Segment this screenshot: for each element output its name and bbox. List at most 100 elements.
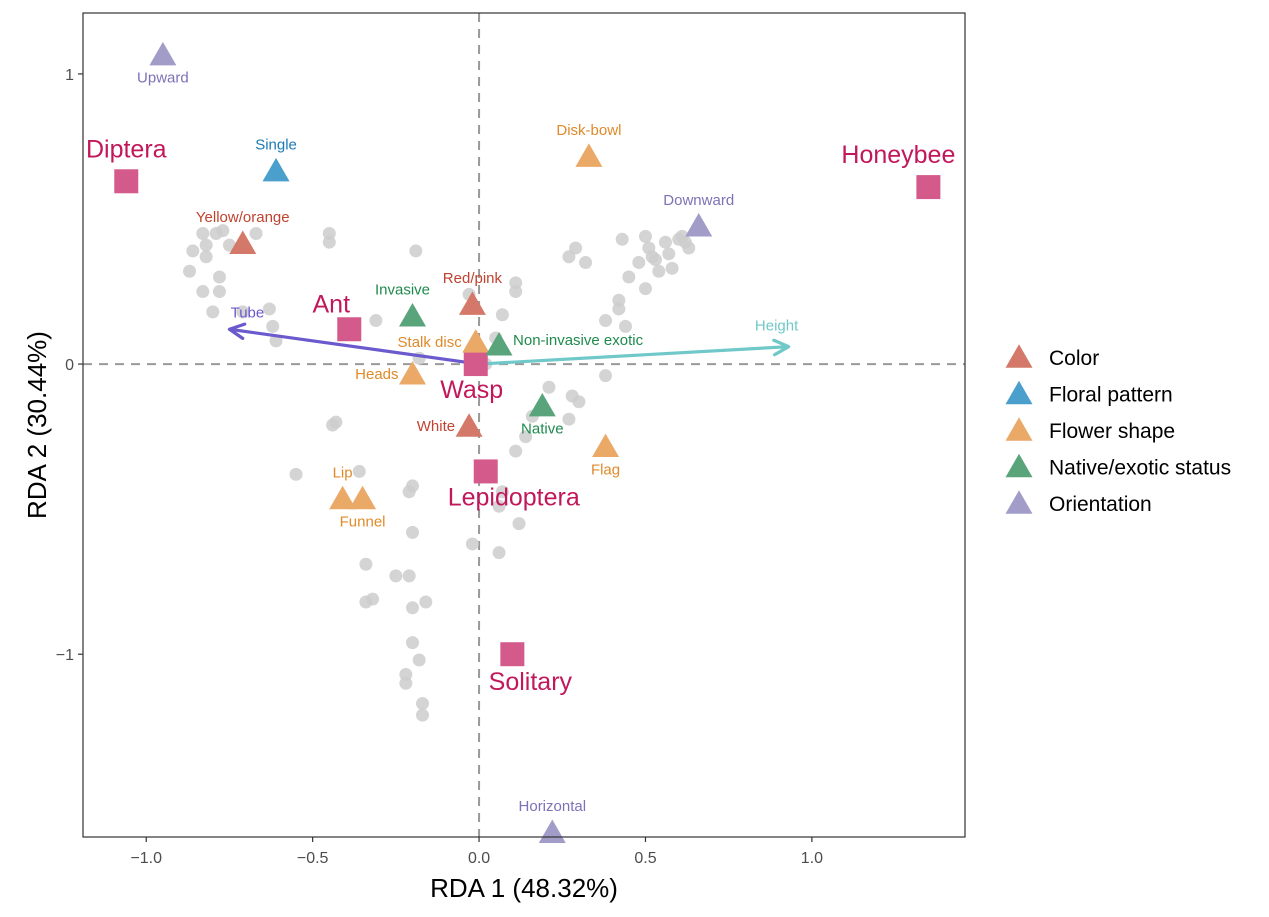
- trait-label: Downward: [663, 192, 734, 209]
- site-point: [495, 308, 509, 322]
- vector-label: Tube: [231, 304, 265, 321]
- site-point: [289, 467, 303, 481]
- trait-triangle: [575, 143, 603, 167]
- site-point: [509, 276, 523, 290]
- legend-label: Native/exotic status: [1049, 457, 1231, 480]
- site-point: [266, 319, 280, 333]
- site-point: [402, 569, 416, 583]
- pollinator-square: [916, 175, 941, 200]
- site-point: [196, 227, 210, 241]
- vector-arrow-height: [478, 338, 791, 366]
- site-point: [419, 595, 433, 609]
- plot-area: Tube Height Upward Single Yellow/orange Disk-…: [83, 13, 965, 843]
- site-point: [465, 537, 479, 551]
- legend-label: Orientation: [1049, 493, 1152, 516]
- site-point: [262, 302, 276, 316]
- vector-arrow-tube: [227, 322, 480, 366]
- site-point: [542, 380, 556, 394]
- pollinator-square: [114, 169, 139, 194]
- pollinator-square: [500, 642, 525, 667]
- site-point: [415, 708, 429, 722]
- trait-triangle: [262, 157, 290, 182]
- trait-label: Native: [521, 421, 564, 438]
- pollinator-label: Ant: [312, 290, 350, 318]
- pollinator-label: Diptera: [86, 135, 167, 163]
- trait-label: Non-invasive exotic: [513, 332, 644, 349]
- legend: Color Floral pattern Flower shape Native/ex…: [1005, 344, 1231, 516]
- site-point: [492, 546, 506, 560]
- site-point: [199, 250, 213, 264]
- site-point: [682, 241, 696, 255]
- legend-triangle-icon: [1005, 453, 1033, 478]
- pollinator-label: Wasp: [440, 376, 503, 404]
- site-point: [199, 238, 213, 252]
- site-point: [638, 229, 652, 243]
- x-axis-title: RDA 1 (48.32%): [430, 873, 618, 903]
- legend-item: Orientation: [1005, 490, 1152, 516]
- site-point: [366, 592, 380, 606]
- trait-label: Heads: [355, 366, 398, 383]
- trait-label: White: [417, 418, 455, 435]
- pollinator-label: Honeybee: [841, 141, 955, 169]
- site-point: [415, 697, 429, 711]
- trait-label: Flag: [591, 461, 620, 478]
- site-point: [612, 302, 626, 316]
- site-point: [249, 227, 263, 241]
- site-point: [216, 224, 230, 238]
- site-point: [406, 601, 420, 615]
- legend-item: Native/exotic status: [1005, 453, 1231, 480]
- site-point: [675, 229, 689, 243]
- trait-triangle: [538, 819, 566, 843]
- site-point: [619, 319, 633, 333]
- trait-triangle: [462, 329, 490, 353]
- site-point: [369, 314, 383, 328]
- x-tick-label: −0.5: [297, 850, 329, 867]
- legend-triangle-icon: [1005, 490, 1033, 514]
- legend-triangle-icon: [1005, 344, 1033, 368]
- site-point: [389, 569, 403, 583]
- site-point: [599, 314, 613, 328]
- site-point: [662, 247, 676, 261]
- y-tick-label: −1: [56, 647, 74, 664]
- legend-label: Color: [1049, 347, 1099, 370]
- trait-label: Upward: [137, 70, 189, 87]
- site-point: [579, 256, 593, 270]
- x-tick-label: 1.0: [801, 850, 823, 867]
- site-point: [638, 282, 652, 296]
- site-point: [352, 464, 366, 478]
- site-point: [599, 369, 613, 383]
- trait-triangle: [592, 433, 620, 458]
- pollinator-square: [337, 317, 362, 342]
- legend-triangle-icon: [1005, 417, 1033, 441]
- site-point: [495, 485, 509, 499]
- trait-triangle: [349, 485, 377, 510]
- y-tick-label: 1: [65, 67, 74, 84]
- site-point: [492, 499, 506, 513]
- site-point: [632, 256, 646, 270]
- trait-label: Horizontal: [519, 798, 587, 815]
- axes: −1.0 −0.5 0.0 0.5 1.0 1 0 −1: [56, 12, 966, 867]
- trait-label: Single: [255, 137, 297, 154]
- vector-label: Height: [755, 318, 799, 335]
- trait-label: Stalk disc: [398, 334, 463, 351]
- site-point: [186, 244, 200, 258]
- site-point: [183, 264, 197, 278]
- site-point: [648, 253, 662, 267]
- site-point: [615, 232, 629, 246]
- site-point: [399, 676, 413, 690]
- legend-item: Flower shape: [1005, 417, 1175, 443]
- site-point: [652, 264, 666, 278]
- site-point: [236, 305, 250, 319]
- y-axis-title: RDA 2 (30.44%): [22, 331, 52, 519]
- y-tick-label: 0: [65, 357, 74, 374]
- site-point: [509, 444, 523, 458]
- pollinator-label: Lepidoptera: [448, 483, 580, 511]
- trait-triangle: [229, 230, 257, 254]
- x-tick-label: 0.0: [468, 850, 490, 867]
- trait-triangle: [685, 213, 713, 237]
- legend-label: Flower shape: [1049, 420, 1175, 443]
- pollinator-square: [463, 352, 488, 377]
- pollinator-square: [473, 459, 498, 484]
- site-point: [665, 261, 679, 275]
